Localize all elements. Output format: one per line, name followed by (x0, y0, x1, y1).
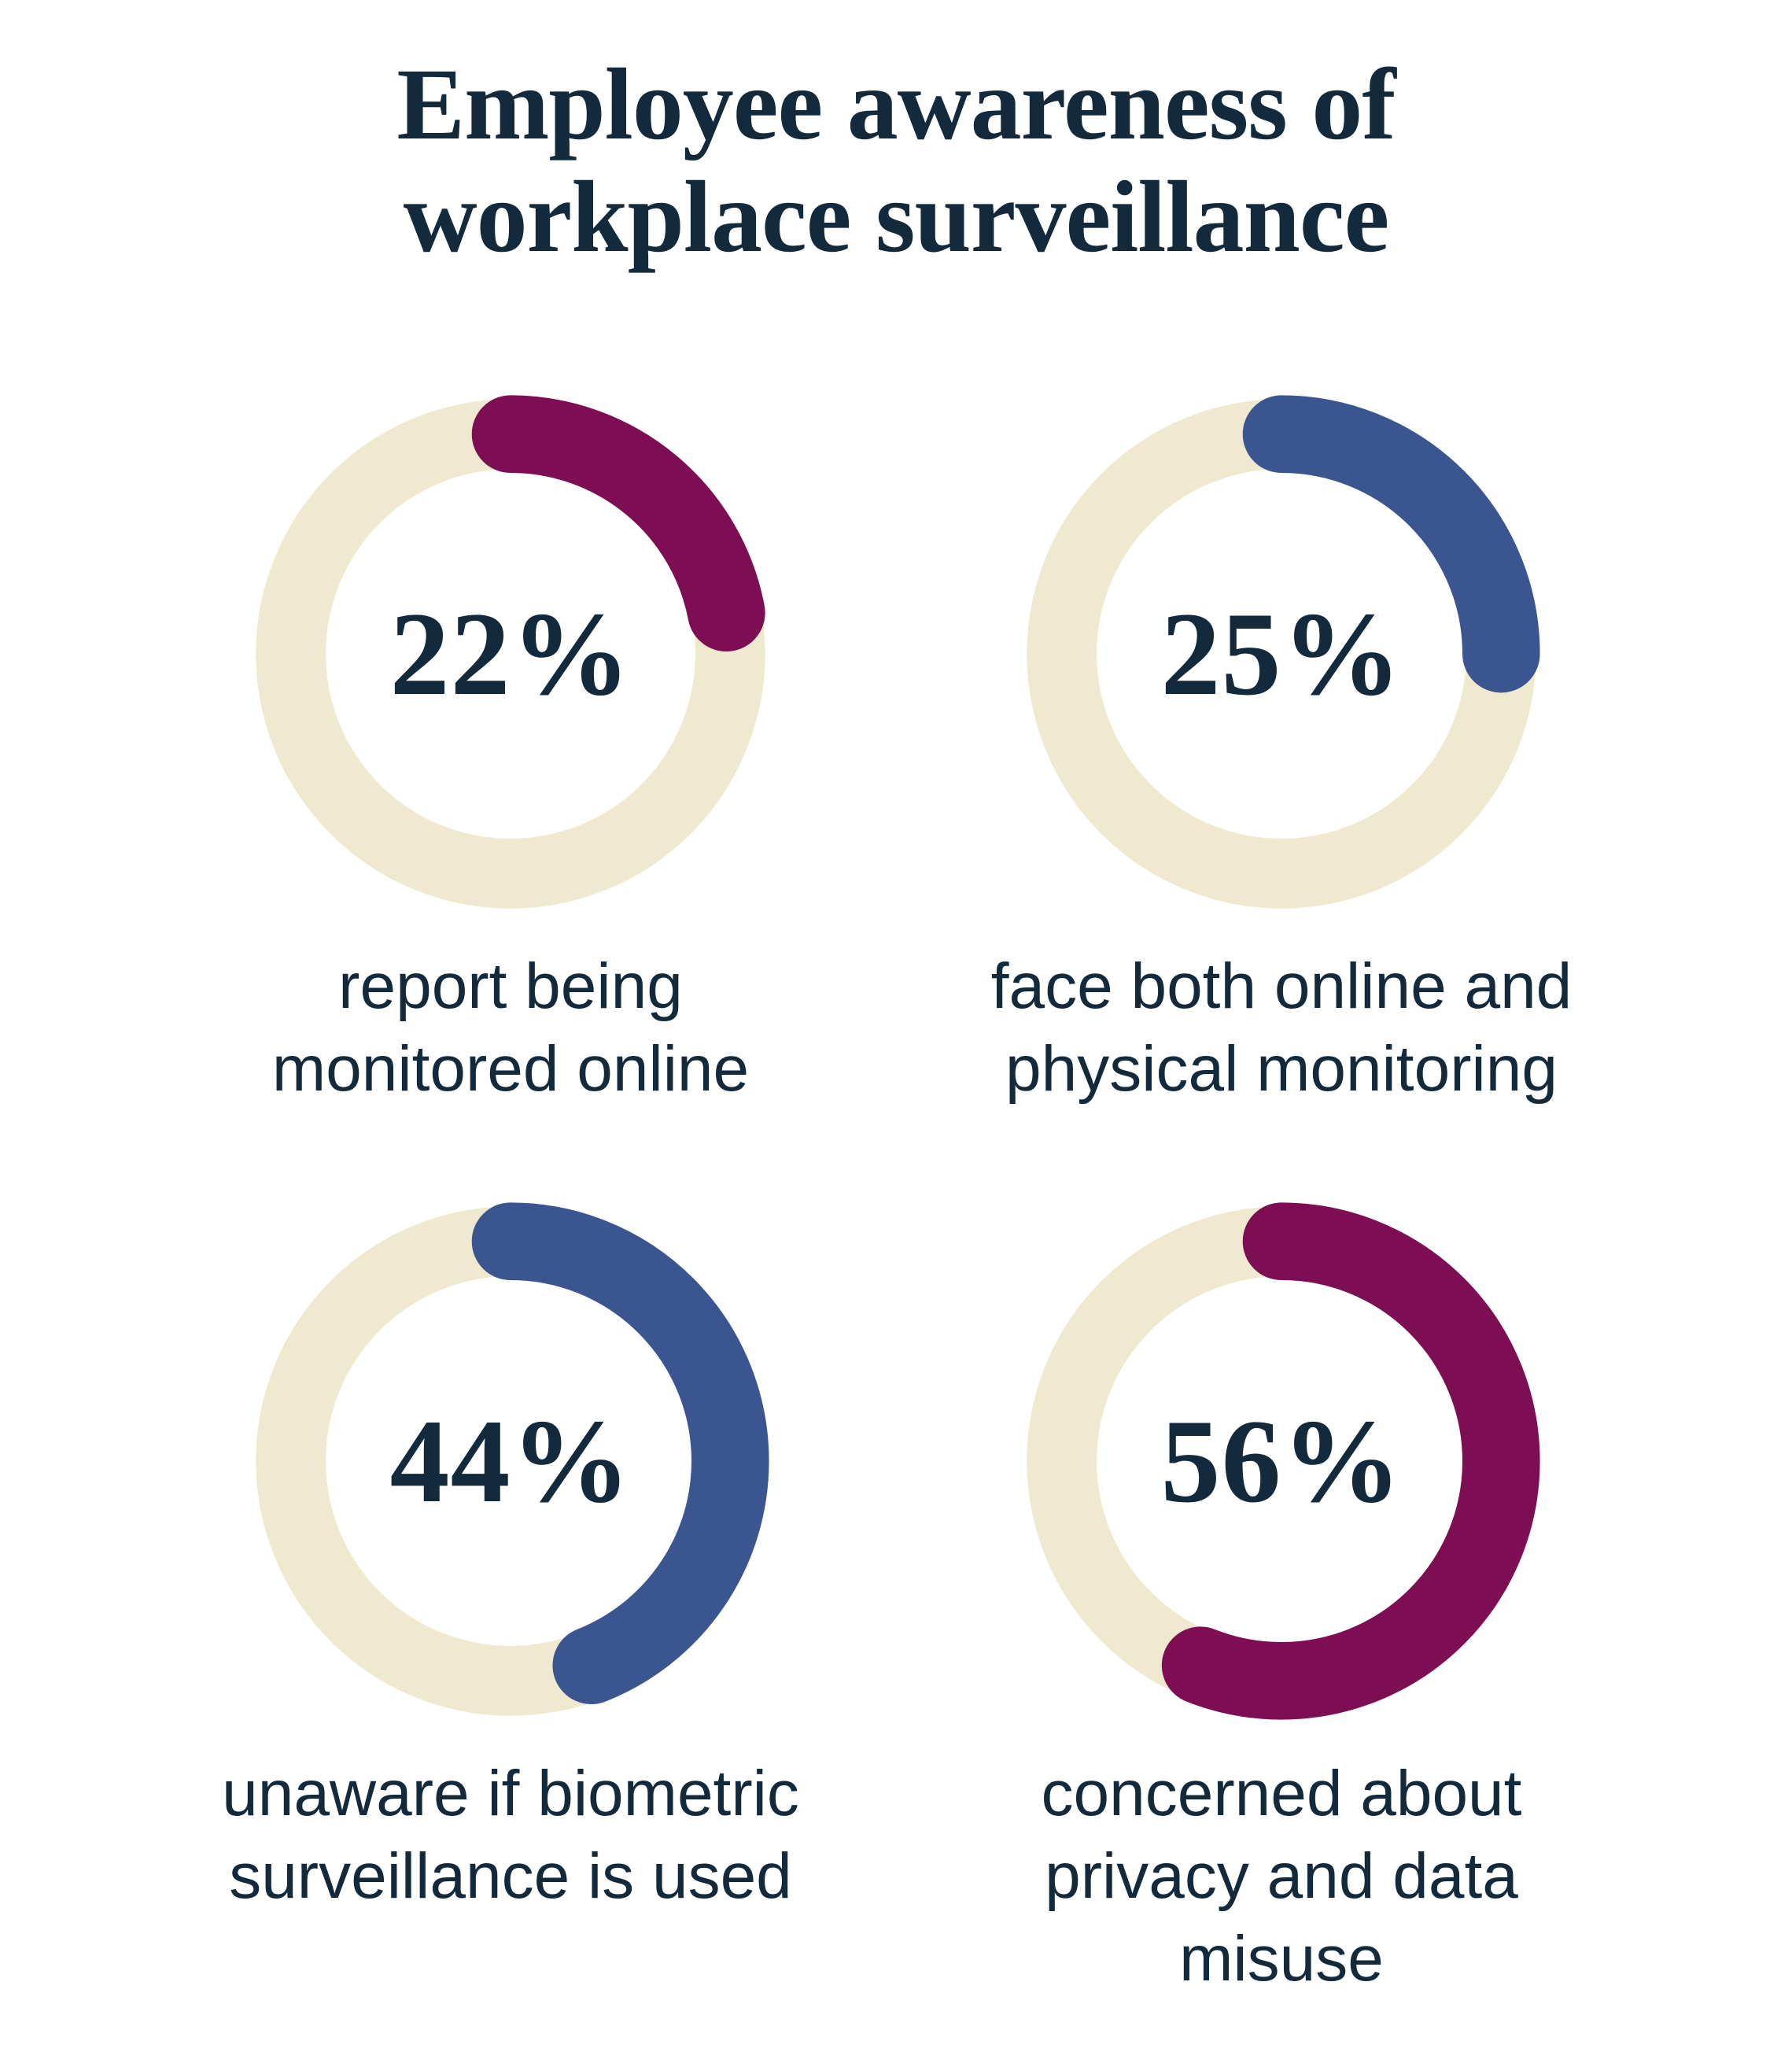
donut-caption: concerned about privacy and data misuse (967, 1753, 1596, 2001)
donut-grid: 22% report being monitored online 25% fac… (0, 382, 1792, 2001)
donut-caption: unaware if biometric surveillance is used (196, 1753, 825, 1918)
donut-chart: 25% (1010, 382, 1553, 925)
donut-svg (252, 1202, 769, 1720)
donut-progress-arc (252, 1202, 769, 1720)
caption-line2: surveillance is used (229, 1840, 792, 1912)
caption-line1: unaware if biometric (222, 1757, 799, 1829)
donut-chart: 22% (239, 382, 782, 925)
donut-card-biometric-unaware: 44% unaware if biometric surveillance is … (196, 1190, 825, 2001)
donut-chart: 56% (1010, 1190, 1553, 1733)
caption-line1: report being (338, 950, 683, 1022)
donut-svg (1023, 395, 1540, 913)
donut-svg (1023, 1202, 1540, 1720)
page-title: Employee awareness of workplace surveilla… (0, 49, 1792, 274)
infographic: Employee awareness of workplace surveilla… (0, 49, 1792, 2001)
donut-progress-arc (252, 395, 769, 913)
page-title-line1: Employee awareness of (396, 48, 1396, 161)
donut-progress-arc (1023, 1202, 1540, 1720)
donut-card-privacy-concern: 56% concerned about privacy and data misu… (967, 1190, 1596, 2001)
donut-caption: report being monitored online (196, 946, 825, 1111)
donut-card-monitored-online: 22% report being monitored online (196, 382, 825, 1111)
caption-line2: privacy and data misuse (1045, 1840, 1518, 1995)
donut-chart: 44% (239, 1190, 782, 1733)
percent-value: 56% (1160, 1394, 1403, 1527)
donut-progress-arc (1023, 395, 1540, 913)
caption-line2: monitored online (271, 1032, 750, 1105)
percent-value: 22% (389, 588, 632, 720)
donut-caption: face both online and physical monitoring (967, 946, 1596, 1111)
donut-card-online-and-physical: 25% face both online and physical monitor… (967, 382, 1596, 1111)
caption-line1: face both online and (990, 950, 1573, 1022)
percent-value: 44% (389, 1394, 632, 1527)
page-title-line2: workplace surveillance (403, 161, 1390, 274)
donut-svg (252, 395, 769, 913)
percent-value: 25% (1160, 588, 1403, 720)
caption-line1: concerned about (1041, 1757, 1522, 1829)
caption-line2: physical monitoring (1005, 1032, 1558, 1105)
